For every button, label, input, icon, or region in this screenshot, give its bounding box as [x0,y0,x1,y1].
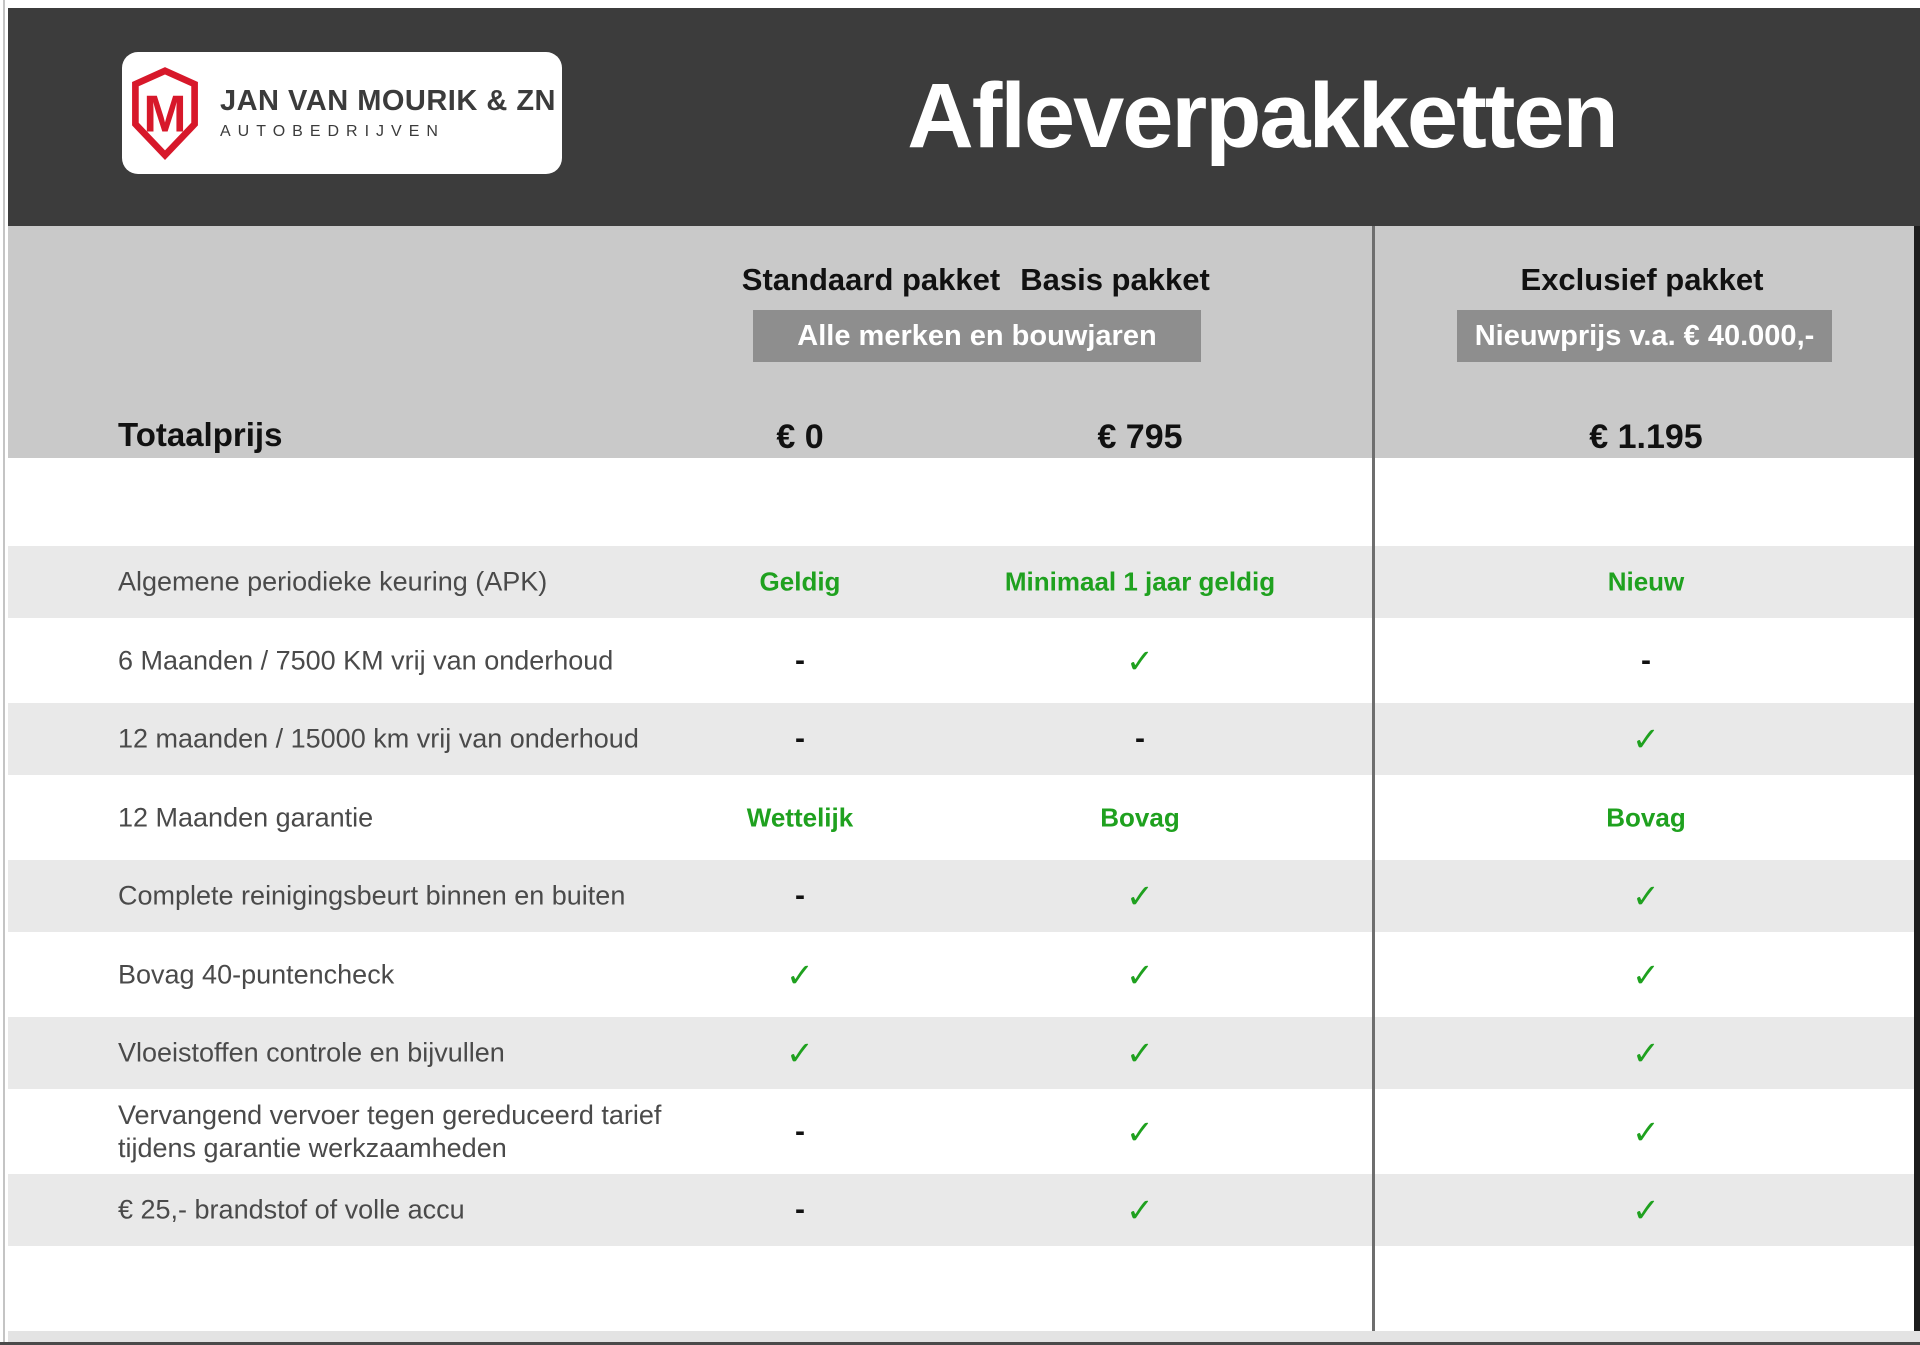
check-icon: ✓ [1632,1113,1660,1150]
check-icon: ✓ [1126,1034,1154,1072]
bottom-bar [8,1331,1920,1342]
feature-label: Algemene periodieke keuring (APK) [118,566,548,597]
table-row: Complete reinigingsbeurt binnen en buite… [8,860,1914,932]
feature-label: Vervangend vervoer tegen gereduceerd tar… [118,1099,662,1163]
brand-name: JAN VAN MOURIK & ZN [219,85,557,117]
dash-value: - [1135,722,1145,755]
dash-value: - [795,1114,805,1148]
bottom-edge [0,1342,1920,1345]
feature-label: Complete reinigingsbeurt binnen en buite… [118,880,626,911]
cell-value: Nieuw [1607,566,1685,597]
table-row: Algemene periodieke keuring (APK) Geldig M… [8,546,1914,618]
brand-card: M JAN VAN MOURIK & ZN AUTOBEDRIJVEN [122,52,562,174]
table-row: Bovag 40-puntencheck ✓ ✓ ✓ [8,932,1914,1017]
check-icon: ✓ [1632,1034,1660,1072]
left-edge-line [3,0,5,1345]
cell-value: Minimaal 1 jaar geldig [1004,566,1276,597]
table-row: 12 maanden / 15000 km vrij van onderhoud… [8,703,1914,775]
feature-label: 12 maanden / 15000 km vrij van onderhoud [118,723,639,754]
page-title: Afleverpakketten [907,65,1618,167]
package-header-exclusief: Exclusief pakket [1520,262,1764,297]
right-edge-strip [1914,226,1920,1345]
cell-value: Bovag [1606,802,1686,832]
check-icon: ✓ [1126,877,1154,915]
check-icon: ✓ [1632,956,1660,993]
price-standaard: € 0 [776,418,824,456]
dash-value: - [795,722,805,755]
check-icon: ✓ [1126,956,1154,993]
dash-value: - [795,1193,805,1226]
feature-label: € 25,- brandstof of volle accu [118,1194,465,1225]
table-row: € 25,- brandstof of volle accu - ✓ ✓ [8,1174,1914,1246]
check-icon: ✓ [1632,1191,1660,1229]
package-header-basis: Basis pakket [1020,262,1210,297]
brand-monogram: M [143,85,186,143]
brand-subtitle: AUTOBEDRIJVEN [219,123,445,140]
cell-value: Wettelijk [746,802,854,832]
cell-value: Geldig [759,566,841,597]
check-icon: ✓ [1632,877,1660,915]
badge-new-price: Nieuwprijs v.a. € 40.000,- [1457,310,1832,362]
check-icon: ✓ [1126,642,1154,679]
check-icon: ✓ [1126,1191,1154,1229]
check-icon: ✓ [1126,1113,1154,1150]
feature-label: 6 Maanden / 7500 KM vrij van onderhoud [118,645,614,675]
comparison-table: Algemene periodieke keuring (APK) Geldig M… [8,546,1914,1246]
packages-band: Standaard pakket Basis pakket Exclusief … [8,226,1920,458]
check-icon: ✓ [786,956,814,993]
table-row: 12 Maanden garantie Wettelijk Bovag Bovag [8,775,1914,860]
badge-all-brands: Alle merken en bouwjaren [753,310,1201,362]
feature-label: Bovag 40-puntencheck [118,959,395,989]
table-row: 6 Maanden / 7500 KM vrij van onderhoud - ✓… [8,618,1914,703]
feature-label: Vloeistoffen controle en bijvullen [118,1037,505,1068]
dash-value: - [1641,643,1651,677]
package-header-standaard: Standaard pakket [741,262,1001,297]
check-icon: ✓ [786,1034,814,1072]
total-price-label: Totaalprijs [118,416,283,453]
brand-shield-icon: M [132,67,198,160]
table-row: Vloeistoffen controle en bijvullen ✓ ✓ ✓ [8,1017,1914,1089]
price-exclusief: € 1.195 [1589,418,1703,456]
price-basis: € 795 [1097,418,1183,456]
cell-value: Bovag [1100,802,1180,832]
feature-label: 12 Maanden garantie [118,802,374,832]
page-header: M JAN VAN MOURIK & ZN AUTOBEDRIJVEN Afle… [8,8,1920,226]
brand-text: JAN VAN MOURIK & ZN AUTOBEDRIJVEN [220,85,556,141]
table-row: Vervangend vervoer tegen gereduceerd tar… [8,1089,1914,1174]
check-icon: ✓ [1632,720,1660,758]
dash-value: - [795,879,805,912]
dash-value: - [795,643,805,677]
column-divider [1372,226,1375,1345]
